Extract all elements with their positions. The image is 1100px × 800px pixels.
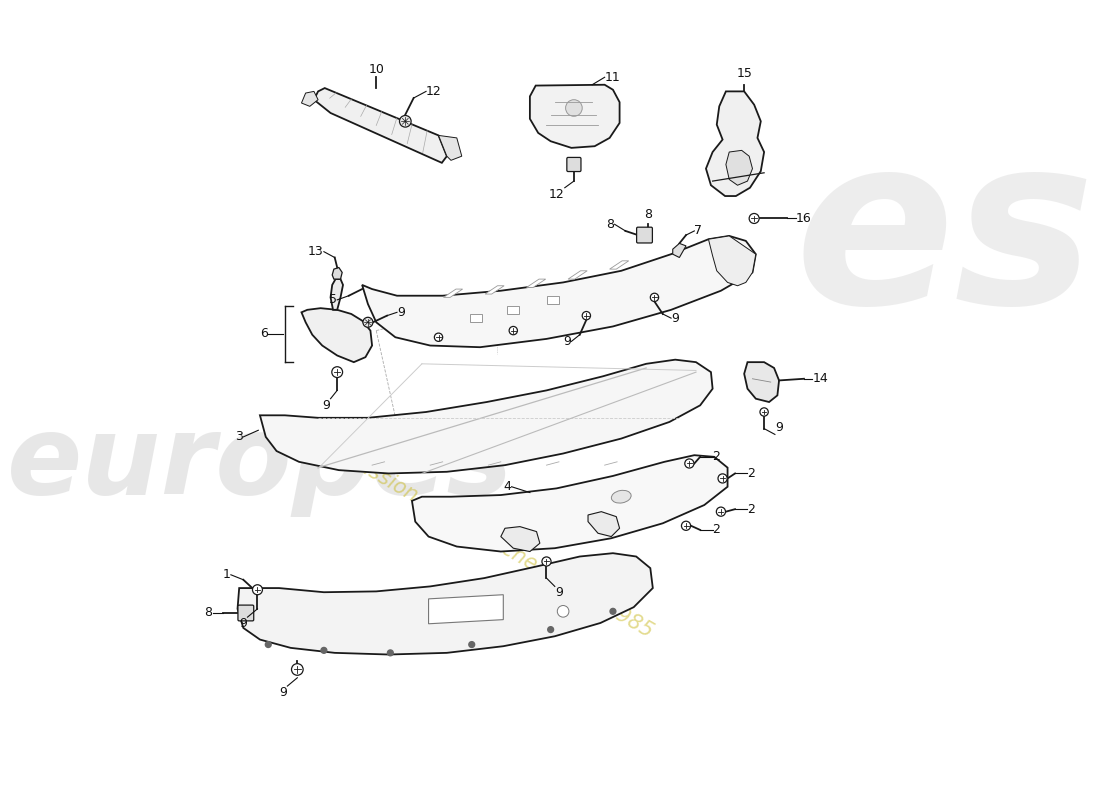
Polygon shape <box>706 91 764 196</box>
Text: 14: 14 <box>812 372 828 386</box>
Circle shape <box>434 333 442 342</box>
Circle shape <box>650 294 659 302</box>
Text: 2: 2 <box>748 467 756 480</box>
FancyBboxPatch shape <box>566 158 581 171</box>
Polygon shape <box>314 88 447 163</box>
FancyBboxPatch shape <box>637 227 652 243</box>
Text: 9: 9 <box>279 686 287 699</box>
Circle shape <box>387 650 394 656</box>
Polygon shape <box>708 236 756 286</box>
Text: 9: 9 <box>240 617 248 630</box>
Text: 8: 8 <box>205 606 212 619</box>
Circle shape <box>469 642 475 647</box>
Circle shape <box>760 408 768 416</box>
FancyBboxPatch shape <box>238 605 254 621</box>
Text: 15: 15 <box>736 66 752 80</box>
Text: 9: 9 <box>322 398 330 412</box>
Text: 11: 11 <box>605 70 620 84</box>
Polygon shape <box>527 279 546 287</box>
Text: 3: 3 <box>235 430 243 443</box>
Polygon shape <box>332 267 342 279</box>
Circle shape <box>716 507 726 516</box>
Circle shape <box>682 522 691 530</box>
Text: 13: 13 <box>308 245 323 258</box>
Circle shape <box>399 115 411 127</box>
Text: 2: 2 <box>713 450 721 463</box>
Circle shape <box>321 647 327 654</box>
Text: 9: 9 <box>563 335 571 348</box>
Text: 9: 9 <box>671 312 679 325</box>
Circle shape <box>565 100 582 116</box>
Text: 2: 2 <box>713 523 721 537</box>
Circle shape <box>685 459 694 468</box>
Text: 10: 10 <box>368 62 384 76</box>
Text: 12: 12 <box>426 85 442 98</box>
Polygon shape <box>507 306 519 314</box>
Circle shape <box>542 557 551 566</box>
Circle shape <box>253 585 263 594</box>
Text: 5: 5 <box>329 294 338 306</box>
Polygon shape <box>588 512 619 537</box>
Polygon shape <box>673 243 686 258</box>
Text: 6: 6 <box>261 327 268 341</box>
Text: 9: 9 <box>397 306 405 319</box>
Circle shape <box>610 609 616 614</box>
Polygon shape <box>568 270 587 279</box>
Text: es: es <box>795 126 1096 354</box>
Polygon shape <box>260 360 713 474</box>
Polygon shape <box>301 91 318 106</box>
Polygon shape <box>470 314 482 322</box>
Circle shape <box>749 214 759 223</box>
Polygon shape <box>485 286 504 294</box>
Text: 8: 8 <box>606 218 615 230</box>
Text: 8: 8 <box>644 208 652 221</box>
Polygon shape <box>500 526 540 551</box>
Ellipse shape <box>612 490 631 503</box>
Circle shape <box>582 311 591 320</box>
Polygon shape <box>330 279 343 310</box>
Circle shape <box>292 664 304 675</box>
Circle shape <box>332 366 342 378</box>
Text: 4: 4 <box>504 480 512 494</box>
Polygon shape <box>609 261 629 269</box>
Circle shape <box>363 318 373 327</box>
Polygon shape <box>411 455 727 551</box>
Circle shape <box>548 626 553 633</box>
Polygon shape <box>530 85 619 148</box>
Circle shape <box>718 474 727 483</box>
Circle shape <box>265 642 272 647</box>
Polygon shape <box>443 289 463 298</box>
Text: 12: 12 <box>549 188 564 201</box>
Text: 7: 7 <box>694 225 702 238</box>
Polygon shape <box>429 594 504 624</box>
Text: a  passion  for  Porsche  since  1985: a passion for Porsche since 1985 <box>320 435 657 641</box>
Text: 16: 16 <box>795 212 812 225</box>
Text: 2: 2 <box>748 502 756 516</box>
Polygon shape <box>548 296 559 304</box>
Polygon shape <box>439 135 462 160</box>
Polygon shape <box>745 362 779 402</box>
Text: 1: 1 <box>223 568 231 582</box>
Polygon shape <box>362 236 756 347</box>
Text: 9: 9 <box>774 422 783 434</box>
Polygon shape <box>238 553 652 654</box>
Polygon shape <box>726 150 752 186</box>
Circle shape <box>509 326 517 334</box>
Text: 9: 9 <box>554 586 563 599</box>
Circle shape <box>558 606 569 617</box>
Text: europes: europes <box>7 410 514 517</box>
Polygon shape <box>301 308 372 362</box>
